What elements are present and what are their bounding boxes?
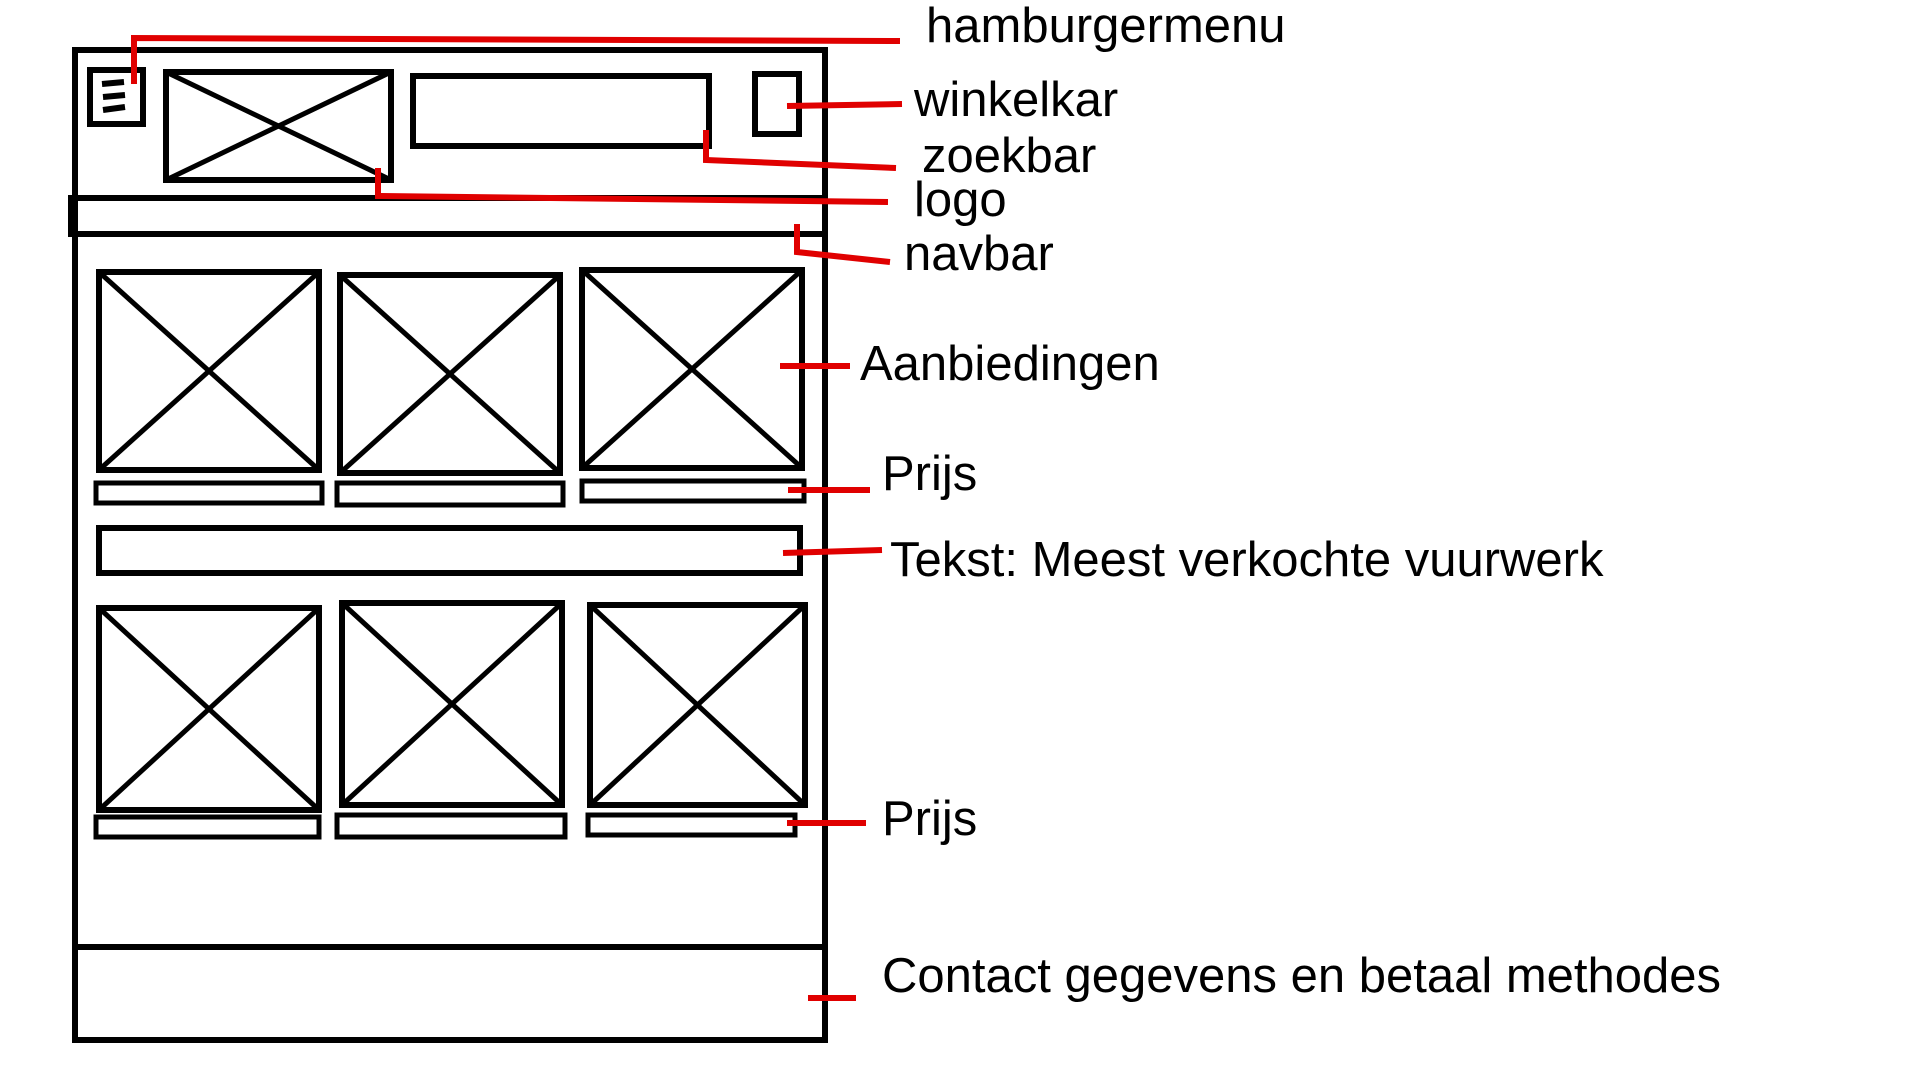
hamburger-menu-box	[87, 67, 146, 127]
label-hamburgermenu: hamburgermenu	[926, 0, 1286, 53]
label-zoekbar: zoekbar	[922, 129, 1096, 183]
price-bar-bottom-3	[585, 812, 798, 838]
label-prijs-bottom: Prijs	[882, 792, 977, 846]
leader-navbar	[794, 224, 891, 265]
offer-image-2	[337, 272, 563, 476]
label-prijs-top: Prijs	[882, 447, 977, 501]
annotation-leaders	[131, 34, 903, 1001]
logo-placeholder	[163, 69, 394, 183]
label-tekst: Tekst: Meest verkochte vuurwerk	[890, 533, 1604, 587]
product-image-3	[587, 602, 808, 808]
price-bar-bottom-1	[93, 814, 322, 840]
price-bar-bottom-2	[334, 812, 568, 840]
label-footer: Contact gegevens en betaal methodes	[882, 949, 1721, 1003]
product-image-2	[339, 600, 565, 808]
navbar-box	[68, 195, 828, 237]
leader-zoekbar	[703, 130, 897, 171]
offer-image-1	[96, 269, 322, 473]
text-banner-box	[96, 525, 803, 576]
price-bar-top-2	[334, 480, 566, 508]
leader-tekst	[782, 547, 883, 556]
label-navbar: navbar	[904, 227, 1054, 281]
page-frame	[72, 47, 828, 1043]
price-bar-top-1	[93, 480, 325, 506]
leader-logo	[375, 168, 889, 205]
leader-hamburgermenu	[131, 34, 901, 84]
search-bar-box	[410, 73, 712, 149]
label-winkelkar: winkelkar	[913, 73, 1118, 127]
offer-image-3	[579, 267, 805, 471]
price-bar-top-3	[579, 478, 807, 504]
leader-winkelkar	[786, 101, 903, 109]
label-aanbiedingen: Aanbiedingen	[860, 337, 1160, 391]
label-logo: logo	[914, 173, 1007, 227]
product-image-1	[96, 605, 322, 813]
